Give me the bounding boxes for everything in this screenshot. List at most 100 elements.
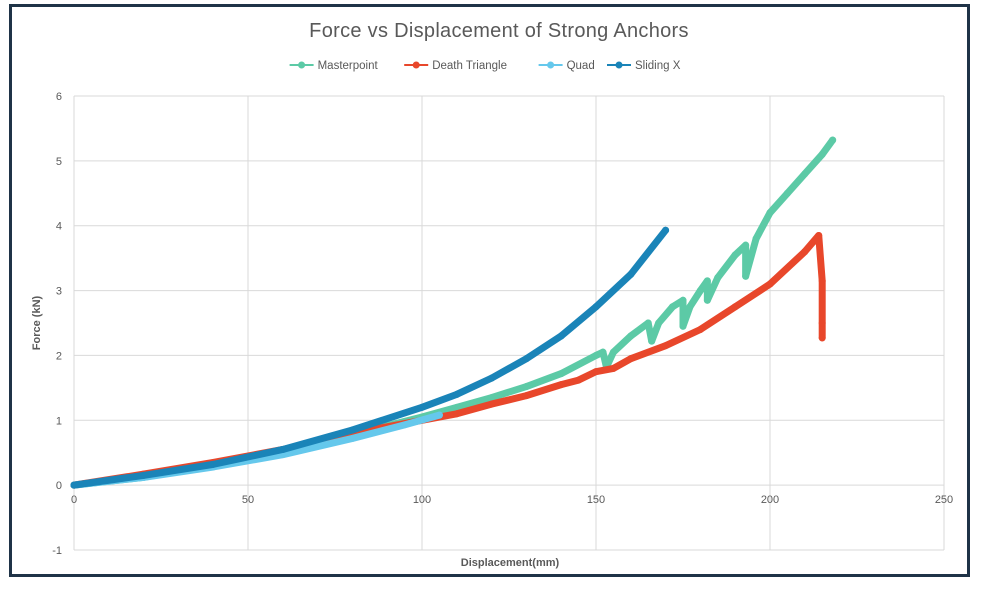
x-tick-label: 0 <box>71 494 77 506</box>
data-point <box>488 374 496 382</box>
gridlines <box>73 95 945 551</box>
legend-marker <box>547 61 555 69</box>
legend-label: Masterpoint <box>318 60 379 72</box>
data-point <box>522 355 530 363</box>
legend-label: Sliding X <box>635 60 681 72</box>
data-point <box>279 445 287 453</box>
legend-item: Sliding X <box>607 60 681 72</box>
legend-item: Quad <box>538 60 595 72</box>
data-point <box>766 280 774 288</box>
data-point <box>453 403 461 411</box>
data-point <box>714 274 722 282</box>
data-point <box>522 392 530 400</box>
series-line <box>70 136 837 489</box>
data-point <box>435 411 443 419</box>
data-point <box>818 334 826 342</box>
data-point <box>818 277 826 285</box>
data-point <box>140 471 148 479</box>
data-point <box>818 319 826 327</box>
series-group <box>70 136 837 489</box>
series-death-triangle <box>70 231 826 489</box>
data-point <box>599 348 607 356</box>
y-tick-label: 3 <box>56 286 62 298</box>
series-line <box>70 231 826 489</box>
y-tick-label: 1 <box>56 415 62 427</box>
y-tick-label: 5 <box>56 156 62 168</box>
legend-label: Quad <box>567 60 595 72</box>
y-axis-label: Force (kN) <box>31 295 43 350</box>
data-point <box>557 370 565 378</box>
data-point <box>453 410 461 418</box>
data-point <box>348 426 356 434</box>
data-point <box>488 394 496 402</box>
data-point <box>669 303 677 311</box>
x-axis-label: Displacement(mm) <box>461 557 560 569</box>
data-point <box>662 342 670 350</box>
x-tick-label: 150 <box>587 494 605 506</box>
data-point <box>557 332 565 340</box>
data-point <box>829 136 837 144</box>
y-tick-label: -1 <box>52 545 62 557</box>
data-point <box>209 460 217 468</box>
y-tick-labels: -1 0 1 2 3 4 5 6 <box>52 91 62 557</box>
series-sliding-x <box>70 226 670 489</box>
data-point <box>742 241 750 249</box>
x-tick-label: 50 <box>242 494 254 506</box>
x-tick-label: 250 <box>935 494 953 506</box>
legend-item: Masterpoint <box>289 60 379 72</box>
y-tick-label: 2 <box>56 350 62 362</box>
data-point <box>418 403 426 411</box>
data-point <box>655 319 663 327</box>
data-point <box>348 434 356 442</box>
legend-label: Death Triangle <box>432 60 507 72</box>
data-point <box>401 421 409 429</box>
data-point <box>488 400 496 408</box>
legend-marker <box>615 61 623 69</box>
data-point <box>766 209 774 217</box>
y-tick-label: 0 <box>56 480 62 492</box>
data-point <box>575 376 583 384</box>
data-point <box>703 296 711 304</box>
data-point <box>801 248 809 256</box>
data-point <box>731 251 739 259</box>
data-point <box>801 170 809 178</box>
legend-item: Death Triangle <box>404 60 507 72</box>
x-tick-label: 100 <box>413 494 431 506</box>
data-point <box>783 189 791 197</box>
data-point <box>644 319 652 327</box>
x-tick-labels: 0 50 100 150 200 250 <box>71 494 953 506</box>
data-point <box>679 322 687 330</box>
y-tick-label: 4 <box>56 221 62 233</box>
x-tick-label: 200 <box>761 494 779 506</box>
data-point <box>686 303 694 311</box>
data-point <box>696 325 704 333</box>
data-point <box>627 332 635 340</box>
data-point <box>592 351 600 359</box>
data-point <box>815 231 823 239</box>
data-point <box>752 235 760 243</box>
data-point <box>592 368 600 376</box>
data-point <box>703 277 711 285</box>
legend: Masterpoint Death Triangle Quad Sliding X <box>289 60 681 72</box>
data-point <box>609 364 617 372</box>
data-point <box>679 296 687 304</box>
legend-marker <box>298 61 306 69</box>
data-point <box>70 481 78 489</box>
data-point <box>731 303 739 311</box>
data-point <box>627 355 635 363</box>
data-point <box>522 383 530 391</box>
data-point <box>696 287 704 295</box>
series-line <box>70 226 670 489</box>
data-point <box>662 226 670 234</box>
data-point <box>818 150 826 158</box>
data-point <box>627 270 635 278</box>
data-point <box>742 272 750 280</box>
y-tick-label: 6 <box>56 91 62 103</box>
data-point <box>592 303 600 311</box>
data-point <box>648 337 656 345</box>
data-point <box>609 348 617 356</box>
data-point <box>453 390 461 398</box>
data-point <box>557 381 565 389</box>
legend-marker <box>412 61 420 69</box>
